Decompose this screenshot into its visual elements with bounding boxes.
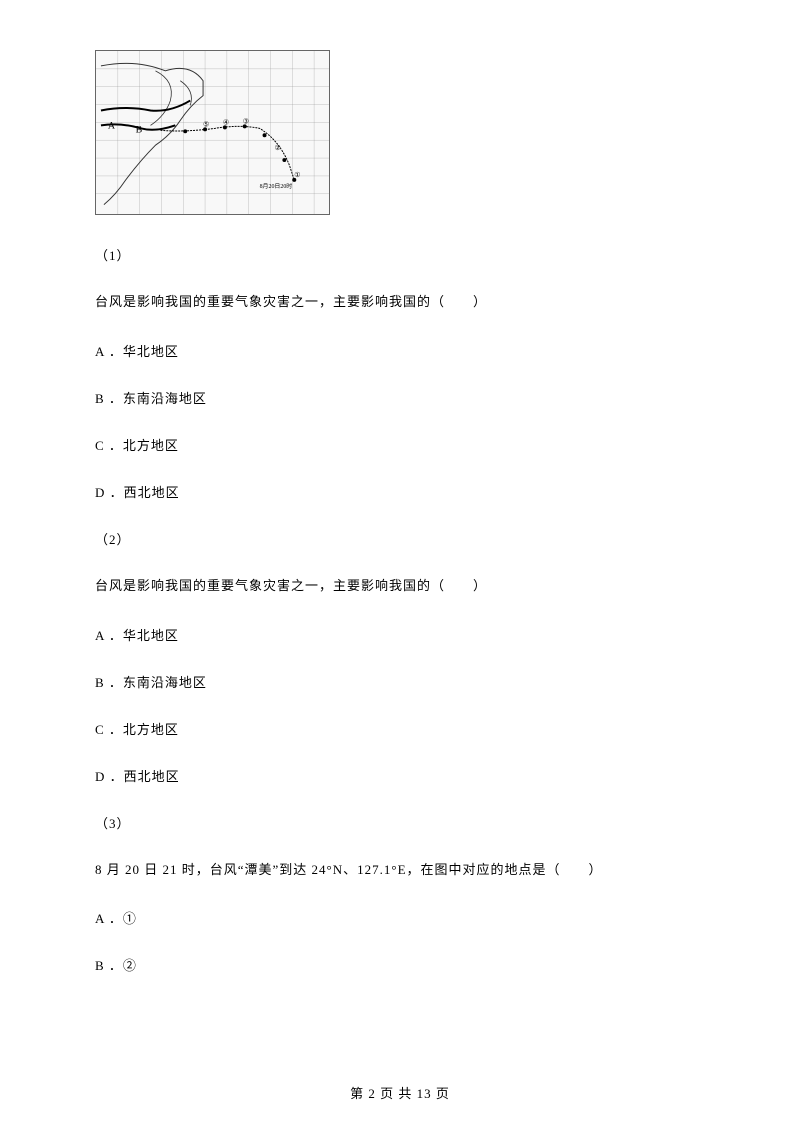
q3-option-b: B ．② — [95, 955, 705, 974]
q1-option-c: C ．北方地区 — [95, 435, 705, 454]
svg-text:①: ① — [294, 171, 300, 179]
page-footer: 第 2 页 共 13 页 — [0, 1083, 800, 1102]
svg-text:④: ④ — [223, 118, 229, 126]
q2-number: （2） — [95, 529, 705, 548]
svg-text:③: ③ — [243, 117, 249, 125]
q1-text: 台风是影响我国的重要气象灾害之一，主要影响我国的（ ） — [95, 292, 705, 313]
q2-option-b: B ．东南沿海地区 — [95, 672, 705, 691]
q3-text: 8 月 20 日 21 时，台风“潭美”到达 24°N、127.1°E，在图中对… — [95, 860, 705, 881]
q1-option-a: A ．华北地区 — [95, 341, 705, 360]
svg-text:②: ② — [274, 144, 280, 152]
q2-text: 台风是影响我国的重要气象灾害之一，主要影响我国的（ ） — [95, 576, 705, 597]
map-marker-a: A — [108, 120, 116, 131]
q1-number: （1） — [95, 245, 705, 264]
map-svg: A B ⑤ ④ ③ ② ① 8月20日20时 — [96, 51, 329, 215]
map-marker-b: B — [136, 124, 143, 135]
q3-option-a: A ．① — [95, 908, 705, 927]
svg-text:8月20日20时: 8月20日20时 — [260, 182, 293, 190]
svg-text:⑤: ⑤ — [203, 120, 209, 128]
q1-option-b: B ．东南沿海地区 — [95, 388, 705, 407]
q2-option-c: C ．北方地区 — [95, 719, 705, 738]
document-page: A B ⑤ ④ ③ ② ① 8月20日20时 （1） 台风是影响我国的重要气象灾… — [0, 0, 800, 974]
typhoon-map: A B ⑤ ④ ③ ② ① 8月20日20时 — [95, 50, 330, 215]
q1-option-d: D ．西北地区 — [95, 482, 705, 501]
q3-number: （3） — [95, 813, 705, 832]
q2-option-a: A ．华北地区 — [95, 625, 705, 644]
q2-option-d: D ．西北地区 — [95, 766, 705, 785]
